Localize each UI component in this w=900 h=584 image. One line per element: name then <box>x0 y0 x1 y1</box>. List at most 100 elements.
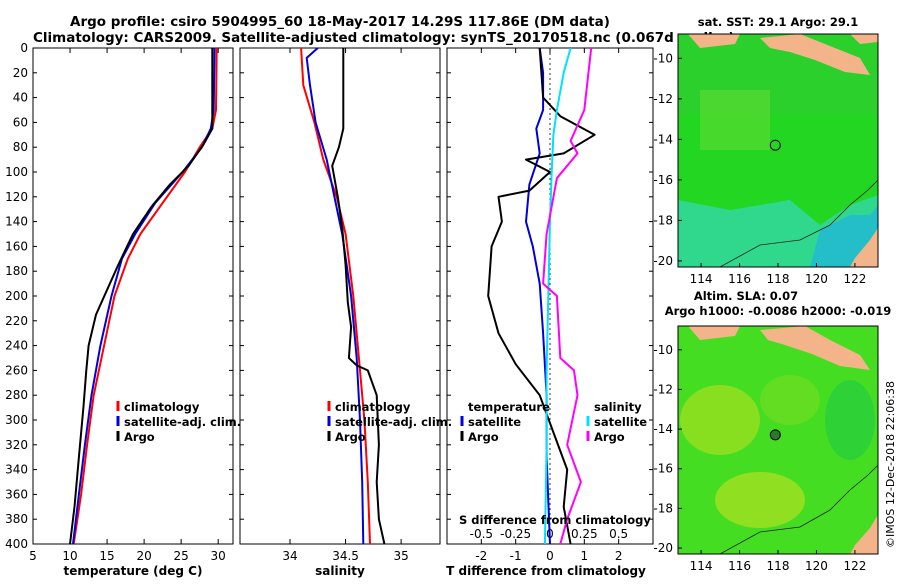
series-line-argo <box>331 48 386 544</box>
legend-salinity-title: salinity <box>594 400 642 414</box>
x-tick-label: 5 <box>29 549 37 563</box>
series-group <box>300 48 386 544</box>
depth-tick-label: 20 <box>13 66 28 80</box>
sla-map-subtitle: Argo h1000: -0.0086 h2000: -0.019 <box>665 304 892 318</box>
legend-s-argo: Argo <box>594 430 625 444</box>
map-y-tick-label: -20 <box>653 254 673 268</box>
legend-satellite: satellite-adj. clim. <box>124 415 241 429</box>
map-y-tick-label: -16 <box>653 462 673 476</box>
map-y-tick-label: -18 <box>653 213 673 227</box>
map-y-tick-label: -16 <box>653 173 673 187</box>
sla-low-patch <box>825 380 875 460</box>
sst-map-axes: 114 116 118 120 122 -10 -12 -14 -16 -18 -20 <box>653 51 866 286</box>
map-y-tick-label: -12 <box>653 382 673 396</box>
series-group <box>487 48 596 544</box>
map-x-tick-label: 120 <box>805 559 828 573</box>
sla-high-patch <box>715 472 805 528</box>
difference-legend: temperature satellite Argo salinity sate… <box>460 400 647 444</box>
s-diff-tick-label: -0.25 <box>500 527 531 541</box>
depth-tick-label: 80 <box>13 140 28 154</box>
map-x-tick-label: 116 <box>728 559 751 573</box>
land-mainland <box>850 228 878 267</box>
depth-axis: 0 20 40 60 80 100 120 140 160 180 200 220 240 260 280 3… <box>5 41 653 551</box>
depth-tick-label: 280 <box>5 388 28 402</box>
salinity-xlabel: salinity <box>315 564 365 578</box>
map-x-tick-label: 114 <box>690 272 713 286</box>
depth-tick-label: 260 <box>5 363 28 377</box>
series-line-satellite-adj-clim- <box>72 48 216 544</box>
series-line-t-argo <box>487 48 596 544</box>
x-tick-label: 34.5 <box>332 549 359 563</box>
sla-high-patch <box>680 385 760 455</box>
series-line-climatology <box>300 48 371 544</box>
x-tick-label: -1 <box>510 549 522 563</box>
depth-tick-label: 380 <box>5 512 28 526</box>
x-tick-label: 20 <box>136 549 151 563</box>
depth-tick-label: 160 <box>5 239 28 253</box>
figure-title-line1: Argo profile: csiro 5904995_60 18-May-20… <box>70 14 610 30</box>
legend-satellite: satellite-adj. clim. <box>335 415 452 429</box>
depth-tick-label: 300 <box>5 413 28 427</box>
map-y-tick-label: -10 <box>653 343 673 357</box>
series-line-climatology <box>72 48 218 544</box>
series-line-argo <box>69 48 214 544</box>
x-tick-label: 15 <box>99 549 114 563</box>
map-y-tick-label: -14 <box>653 422 673 436</box>
legend-t-argo: Argo <box>468 430 499 444</box>
depth-tick-label: 40 <box>13 91 28 105</box>
legend-argo: Argo <box>335 430 366 444</box>
legend-t-satellite: satellite <box>468 415 521 429</box>
map-x-tick-label: 122 <box>843 559 866 573</box>
depth-tick-label: 220 <box>5 314 28 328</box>
series-line-satellite-adj-clim- <box>305 48 365 544</box>
map-y-tick-label: -20 <box>653 541 673 555</box>
sla-map-title: Altim. SLA: 0.07 <box>694 289 798 303</box>
depth-tick-label: 360 <box>5 487 28 501</box>
bathymetry-contour <box>719 464 878 554</box>
difference-panel: -2 -1 0 1 2-0.5 -0.25 0 0.25 0.5 <box>470 48 628 563</box>
land-island-top-left <box>688 34 740 48</box>
depth-tick-label: 180 <box>5 264 28 278</box>
map-x-tick-label: 116 <box>728 272 751 286</box>
imos-credit: ©IMOS 12-Dec-2018 22:06:38 <box>884 381 897 548</box>
land-island-top <box>760 326 870 370</box>
sla-map-axes: 114 116 118 120 122 -10 -12 -14 -16 -18 -20 <box>653 343 866 573</box>
map-y-tick-label: -14 <box>653 132 673 146</box>
map-x-tick-label: 118 <box>767 559 790 573</box>
sla-high-patch <box>760 375 820 425</box>
argo-position-marker <box>769 429 781 441</box>
map-x-tick-label: 118 <box>767 272 790 286</box>
temperature-panel: 5 10 15 20 25 30 <box>29 48 226 563</box>
temperature-legend: climatology satellite-adj. clim. Argo <box>116 400 241 444</box>
x-tick-label: 30 <box>211 549 226 563</box>
figure-title-line2: Climatology: CARS2009. Satellite-adjuste… <box>33 30 735 46</box>
sst-map-title: sat. SST: 29.1 Argo: 29.1 <box>698 15 858 29</box>
land-island-top-right <box>850 34 878 44</box>
s-diff-tick-label: 0.5 <box>609 527 628 541</box>
s-diff-tick-label: 0.25 <box>571 527 598 541</box>
depth-tick-label: 340 <box>5 463 28 477</box>
depth-tick-label: 0 <box>20 41 28 55</box>
s-difference-xlabel: S difference from climatology <box>459 513 651 527</box>
depth-tick-label: 400 <box>5 537 28 551</box>
salinity-legend: climatology satellite-adj. clim. Argo <box>327 400 452 444</box>
argo-position-marker <box>769 139 781 151</box>
legend-argo: Argo <box>124 430 155 444</box>
map-y-tick-label: -18 <box>653 501 673 515</box>
salinity-panel-frame <box>239 47 441 545</box>
x-tick-label: -2 <box>475 549 487 563</box>
bathymetry-contour <box>719 179 878 267</box>
legend-climatology: climatology <box>124 400 200 414</box>
legend-climatology: climatology <box>335 400 411 414</box>
sst-map <box>678 34 878 267</box>
temperature-panel-frame <box>32 47 234 545</box>
series-group <box>69 48 218 544</box>
x-tick-label: 0 <box>546 549 554 563</box>
x-tick-label: 2 <box>615 549 623 563</box>
land-mainland <box>850 515 878 554</box>
salinity-panel: 34 34.5 35 <box>282 48 409 563</box>
depth-tick-label: 120 <box>5 190 28 204</box>
temperature-xlabel: temperature (deg C) <box>64 564 203 578</box>
map-y-tick-label: -12 <box>653 92 673 106</box>
depth-tick-label: 320 <box>5 438 28 452</box>
